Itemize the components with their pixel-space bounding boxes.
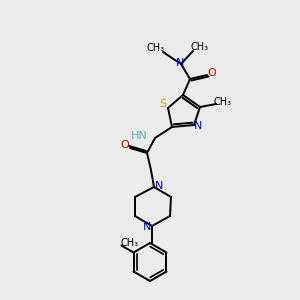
Text: HN: HN — [131, 131, 148, 141]
Text: N: N — [155, 181, 163, 191]
Text: CH₃: CH₃ — [147, 43, 165, 53]
Text: CH₃: CH₃ — [120, 238, 139, 248]
Text: N: N — [143, 222, 151, 232]
Text: CH₃: CH₃ — [214, 97, 232, 107]
Text: S: S — [159, 99, 167, 109]
Text: N: N — [194, 121, 202, 131]
Text: N: N — [176, 58, 184, 68]
Text: CH₃: CH₃ — [191, 42, 209, 52]
Text: O: O — [121, 140, 129, 150]
Text: O: O — [208, 68, 216, 78]
